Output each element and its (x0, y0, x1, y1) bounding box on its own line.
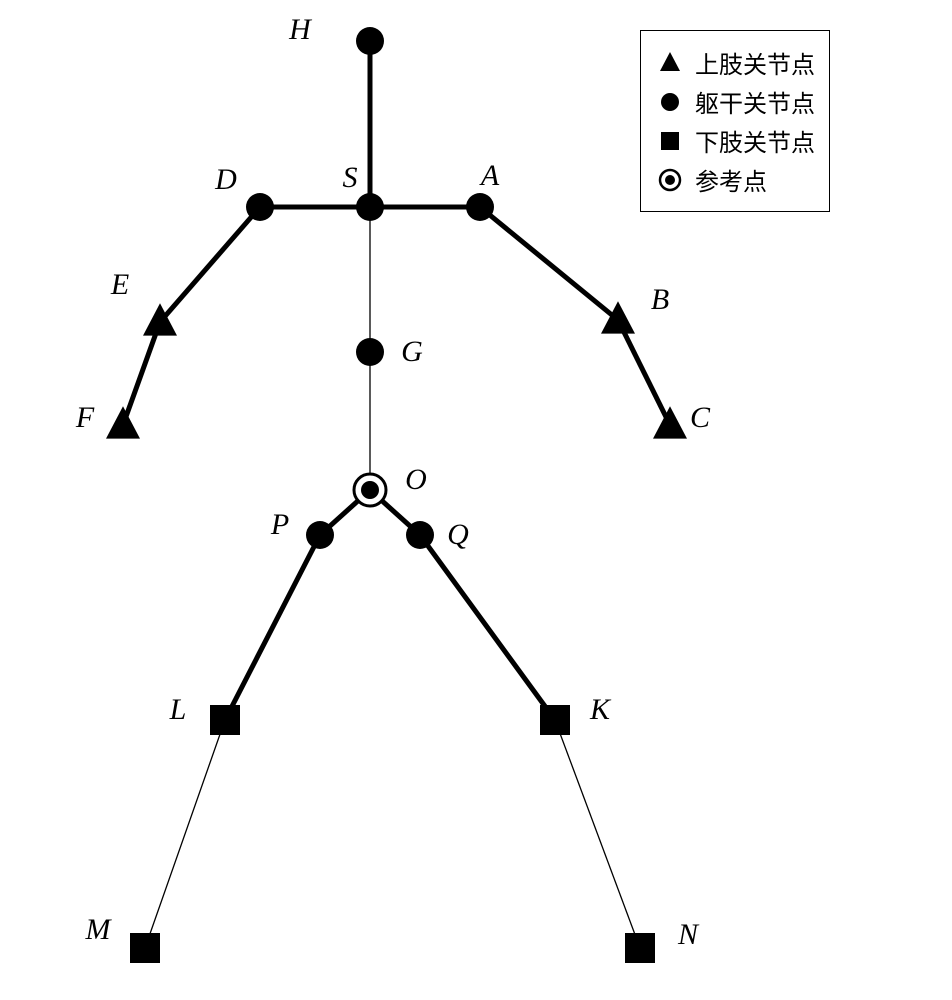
edge-K-N (555, 720, 640, 948)
node-B (601, 301, 635, 333)
label-N: N (678, 918, 698, 952)
edge-B-C (618, 320, 670, 425)
edge-Q-K (420, 535, 555, 720)
label-E: E (111, 268, 129, 302)
label-S: S (343, 161, 358, 195)
edge-L-M (145, 720, 225, 948)
legend-label: 参考点 (695, 162, 767, 197)
node-Q (406, 521, 434, 549)
legend-item-ref: 参考点 (655, 162, 815, 197)
legend-label: 下肢关节点 (695, 123, 815, 158)
label-C: C (690, 401, 710, 435)
node-D (246, 193, 274, 221)
triangle-icon (655, 50, 685, 76)
label-H: H (289, 13, 311, 47)
node-G (356, 338, 384, 366)
ref-icon (655, 167, 685, 193)
label-L: L (170, 693, 187, 727)
node-F (106, 406, 140, 438)
node-N (625, 933, 655, 963)
legend-item-circle: 躯干关节点 (655, 84, 815, 119)
node-S (356, 193, 384, 221)
node-O (354, 474, 386, 506)
label-A: A (481, 159, 499, 193)
node-C (653, 406, 687, 438)
legend-label: 上肢关节点 (695, 45, 815, 80)
edge-D-E (160, 207, 260, 322)
circle-icon (655, 89, 685, 115)
label-G: G (401, 335, 423, 369)
node-A (466, 193, 494, 221)
label-P: P (271, 508, 289, 542)
label-O: O (405, 463, 427, 497)
label-K: K (590, 693, 610, 727)
label-M: M (86, 913, 111, 947)
label-Q: Q (447, 518, 469, 552)
edge-P-L (225, 535, 320, 720)
node-P (306, 521, 334, 549)
label-D: D (215, 163, 237, 197)
square-icon (655, 128, 685, 154)
edge-A-B (480, 207, 618, 320)
legend-box: 上肢关节点躯干关节点下肢关节点参考点 (640, 30, 830, 212)
node-H (356, 27, 384, 55)
legend-item-triangle: 上肢关节点 (655, 45, 815, 80)
label-F: F (76, 401, 94, 435)
node-L (210, 705, 240, 735)
node-K (540, 705, 570, 735)
label-B: B (651, 283, 669, 317)
node-M (130, 933, 160, 963)
edge-E-F (123, 322, 160, 425)
legend-label: 躯干关节点 (695, 84, 815, 119)
legend-item-square: 下肢关节点 (655, 123, 815, 158)
